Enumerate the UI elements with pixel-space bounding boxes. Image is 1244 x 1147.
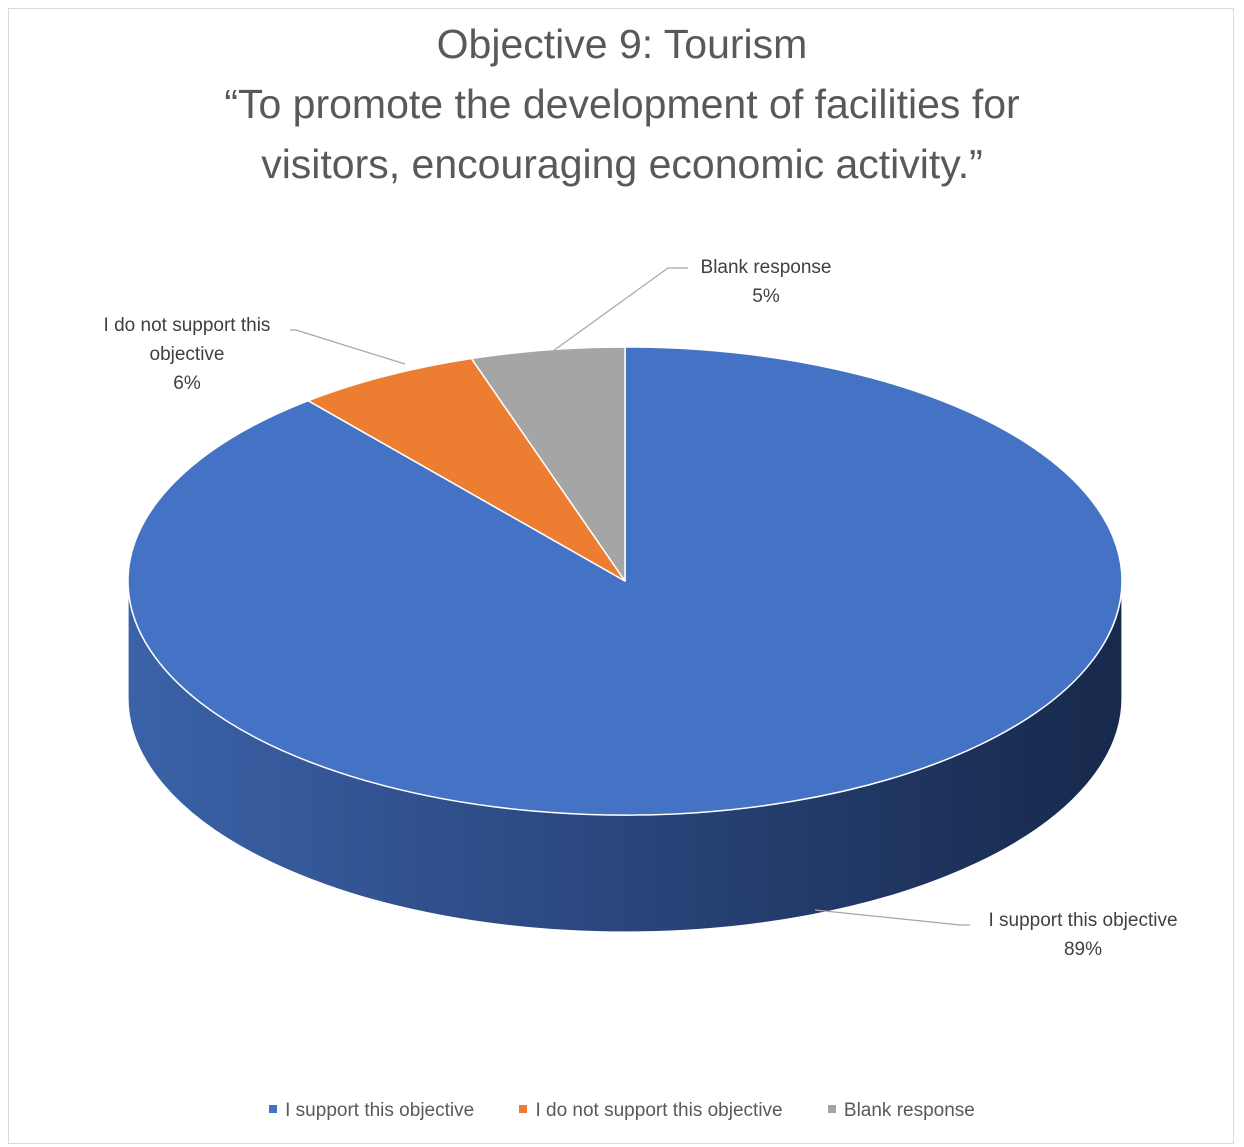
- pie-slice-not-support: [307, 357, 626, 582]
- legend-label-support: I support this objective: [285, 1100, 475, 1121]
- leader-line-blank: [552, 267, 688, 352]
- chart-title-line-3: visitors, encouraging economic activity.…: [261, 141, 983, 187]
- legend-swatch-not-support: [519, 1104, 528, 1113]
- legend: I support this objective I do not suppor…: [0, 1100, 1244, 1122]
- data-label-value-not-support: 6%: [173, 373, 201, 394]
- leader-line-support: [814, 909, 970, 926]
- data-label-value-support: 89%: [1064, 939, 1102, 960]
- chart-title-line-2: “To promote the development of facilitie…: [224, 81, 1020, 127]
- chart-title-line-1: Objective 9: Tourism: [436, 21, 808, 67]
- legend-item-support: I support this objective: [269, 1100, 474, 1122]
- data-labels: I support this objective 89% I do not supp…: [104, 257, 1178, 960]
- pie-top-face: [127, 346, 1123, 816]
- legend-label-not-support: I do not support this objective: [535, 1100, 783, 1121]
- leader-lines: [290, 267, 970, 926]
- data-label-text-support-0: I support this objective: [988, 910, 1177, 931]
- legend-label-blank: Blank response: [843, 1100, 975, 1121]
- legend-swatch-support: [269, 1104, 278, 1113]
- leader-line-not-support: [290, 329, 406, 365]
- legend-item-blank: Blank response: [827, 1100, 975, 1122]
- data-label-text-not-support-1: objective: [150, 344, 225, 365]
- legend-item-not-support: I do not support this objective: [519, 1100, 783, 1122]
- legend-swatch-blank: [827, 1104, 836, 1113]
- pie-slice-blank: [470, 346, 626, 582]
- data-label-text-not-support-0: I do not support this: [104, 315, 271, 336]
- chart-title: Objective 9: Tourism “To promote the dev…: [0, 14, 1244, 194]
- data-label-value-blank: 5%: [752, 286, 780, 307]
- data-label-text-blank-0: Blank response: [701, 257, 832, 278]
